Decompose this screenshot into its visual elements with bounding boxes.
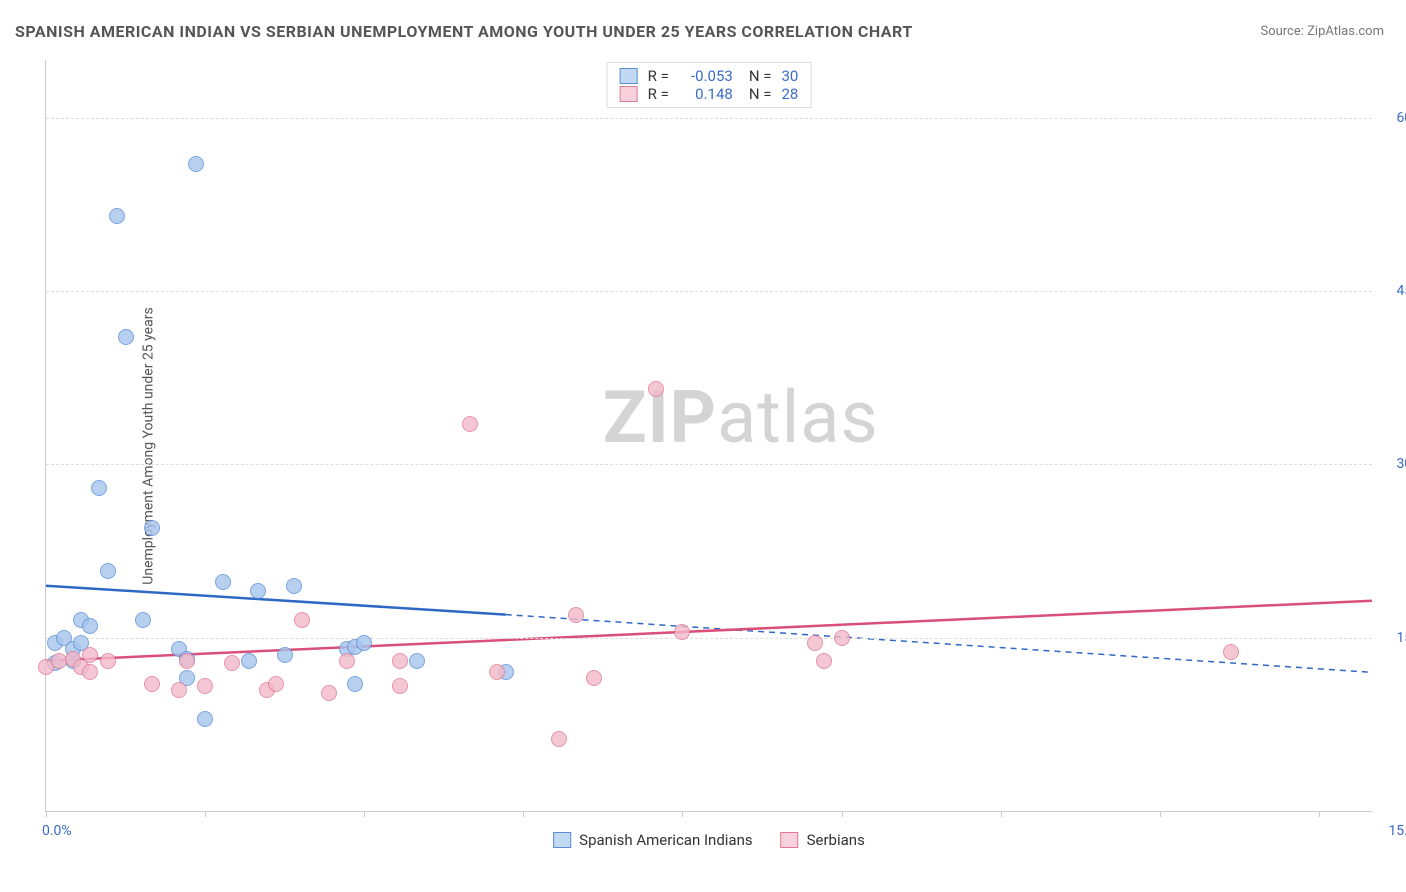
point-series-1 [144,520,160,536]
point-series-1 [347,676,363,692]
plot-area: ZIPatlas R = -0.053 N = 30 R = 0.148 N =… [45,60,1372,812]
trend-line [46,601,1372,661]
y-tick-label: 45.0% [1396,283,1406,299]
point-series-2 [648,381,664,397]
point-series-2 [224,655,240,671]
x-tick [1001,811,1002,817]
point-series-2 [834,630,850,646]
legend-row-series-1: R = -0.053 N = 30 [620,67,799,85]
point-series-1 [197,711,213,727]
swatch-series-2 [620,86,638,102]
point-series-2 [100,653,116,669]
x-tick [1319,811,1320,817]
x-tick [364,811,365,817]
point-series-1 [109,208,125,224]
point-series-2 [82,647,98,663]
series-legend: Spanish American Indians Serbians [553,831,865,849]
gridline [46,464,1372,465]
point-series-2 [171,682,187,698]
source-attribution: Source: ZipAtlas.com [1260,24,1384,39]
trend-line [46,586,506,615]
point-series-1 [409,653,425,669]
x-tick [842,811,843,817]
point-series-2 [179,653,195,669]
legend-item-series-2: Serbians [781,831,865,849]
legend-item-series-1: Spanish American Indians [553,831,752,849]
legend-row-series-2: R = 0.148 N = 28 [620,85,799,103]
x-tick [46,811,47,817]
point-series-2 [489,664,505,680]
point-series-2 [321,685,337,701]
point-series-1 [82,618,98,634]
swatch-series-1 [620,68,638,84]
x-tick-label: 0.0% [42,823,72,839]
point-series-1 [215,574,231,590]
point-series-2 [144,676,160,692]
point-series-2 [807,635,823,651]
x-tick [682,811,683,817]
point-series-1 [241,653,257,669]
x-tick-label: 15.0% [1388,823,1406,839]
swatch-series-1-bottom [553,832,571,848]
x-tick [205,811,206,817]
y-tick-label: 15.0% [1396,630,1406,646]
swatch-series-2-bottom [781,832,799,848]
point-series-1 [250,583,266,599]
x-tick [523,811,524,817]
point-series-2 [392,653,408,669]
point-series-1 [356,635,372,651]
point-series-1 [118,329,134,345]
point-series-2 [568,607,584,623]
trend-line-extrapolated [506,615,1372,673]
chart-container: SPANISH AMERICAN INDIAN VS SERBIAN UNEMP… [0,0,1406,892]
point-series-2 [462,416,478,432]
y-tick-label: 30.0% [1396,456,1406,472]
point-series-2 [816,653,832,669]
point-series-2 [392,678,408,694]
point-series-2 [551,731,567,747]
point-series-1 [100,563,116,579]
point-series-2 [339,653,355,669]
point-series-2 [82,664,98,680]
point-series-2 [197,678,213,694]
chart-title: SPANISH AMERICAN INDIAN VS SERBIAN UNEMP… [15,22,913,41]
x-tick [1160,811,1161,817]
point-series-1 [135,612,151,628]
point-series-2 [1223,644,1239,660]
point-series-1 [277,647,293,663]
point-series-1 [91,480,107,496]
gridline [46,638,1372,639]
trend-lines-svg [46,60,1372,811]
point-series-1 [286,578,302,594]
point-series-2 [674,624,690,640]
point-series-2 [268,676,284,692]
correlation-legend: R = -0.053 N = 30 R = 0.148 N = 28 [607,62,812,108]
point-series-2 [294,612,310,628]
gridline [46,291,1372,292]
point-series-1 [188,156,204,172]
y-tick-label: 60.0% [1396,110,1406,126]
gridline [46,118,1372,119]
point-series-2 [586,670,602,686]
